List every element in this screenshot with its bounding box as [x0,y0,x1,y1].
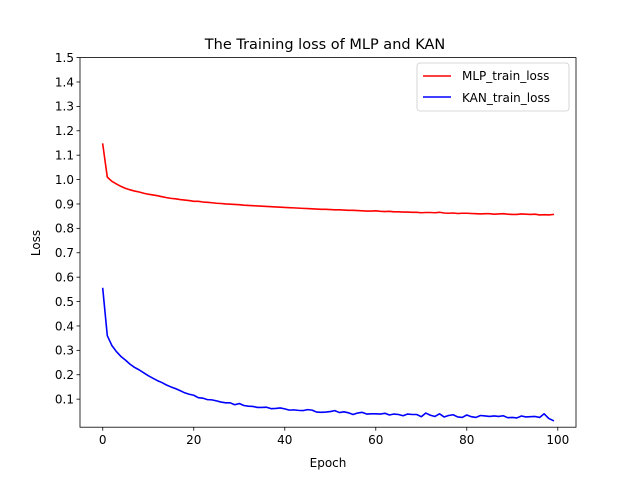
y-tick-label: 0.4 [55,319,74,333]
y-tick-label: 0.8 [55,222,74,236]
legend: MLP_train_loss KAN_train_loss [416,62,570,112]
x-tick-label: 60 [368,433,383,447]
x-tick-label: 0 [99,433,107,447]
series-layer [101,143,555,422]
y-tick-label: 1.4 [55,75,74,89]
plot-frame [79,57,577,428]
y-tick-label: 0.7 [55,246,74,260]
y-tick-label: 0.1 [55,392,74,406]
x-tick-label: 40 [277,433,292,447]
y-tick-label: 0.5 [55,295,74,309]
legend-label-kan: KAN_train_loss [462,91,550,105]
y-tick-label: 0.6 [55,270,74,284]
y-tick-label: 0.3 [55,344,74,358]
legend-box [416,62,570,112]
y-axis: 0.1 0.2 0.3 0.4 0.5 0.6 0.7 0.8 0.9 1.0 1.1 1.2 1.3 1… [55,51,80,406]
series-line-kan-train-loss [101,287,555,422]
y-tick-label: 1.2 [55,124,74,138]
y-tick-label: 1.3 [55,100,74,114]
y-axis-label: Loss [29,230,43,256]
y-tick-label: 1.0 [55,173,74,187]
legend-label-mlp: MLP_train_loss [462,69,549,83]
series-line-mlp-train-loss [101,143,555,216]
x-tick-label: 100 [546,433,569,447]
y-tick-label: 1.5 [55,51,74,65]
x-axis: 0 20 40 60 80 100 [99,427,569,447]
y-tick-label: 1.1 [55,148,74,162]
chart-title: The Training loss of MLP and KAN [204,37,445,53]
x-axis-label: Epoch [310,456,347,470]
y-tick-label: 0.2 [55,368,74,382]
x-tick-label: 80 [459,433,474,447]
y-tick-label: 0.9 [55,197,74,211]
x-tick-label: 20 [186,433,201,447]
